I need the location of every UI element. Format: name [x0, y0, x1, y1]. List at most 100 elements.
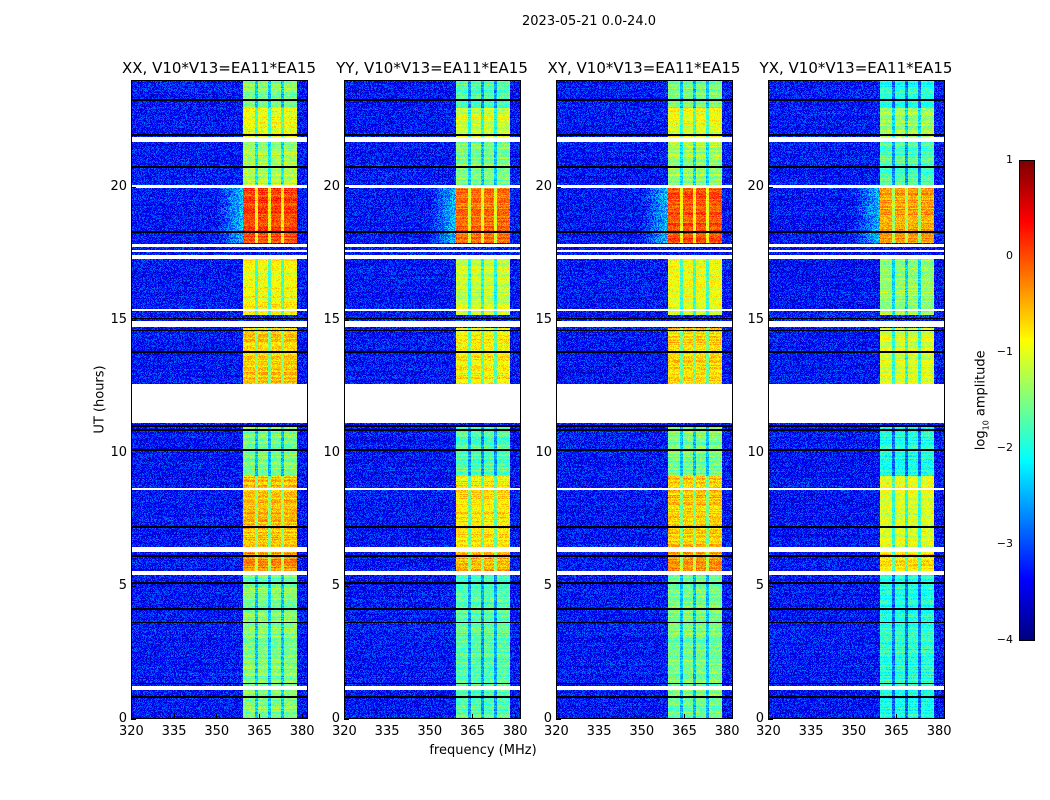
x-axis-label: frequency (MHz) [429, 743, 537, 758]
y-tick-mark [768, 719, 773, 720]
y-tick-mark [556, 452, 561, 454]
x-tick-mark [386, 714, 388, 718]
y-tick-label: 0 [118, 711, 127, 726]
x-tick-mark [514, 714, 516, 718]
x-tick-label: 320 [756, 724, 781, 739]
y-tick-mark [344, 319, 349, 321]
y-tick-label: 15 [110, 311, 127, 327]
colorbar-tick-label: −1 [996, 345, 1013, 358]
spectrogram-panel [344, 80, 521, 719]
y-tick-mark [131, 186, 136, 188]
y-tick-label: 0 [755, 711, 764, 726]
y-tick-mark [768, 452, 773, 454]
y-tick-label: 15 [535, 311, 552, 327]
y-tick-mark [556, 719, 561, 720]
y-tick-mark [131, 319, 136, 321]
y-tick-label: 5 [755, 577, 764, 593]
x-tick-label: 335 [161, 724, 187, 739]
x-tick-mark [216, 714, 218, 718]
y-tick-mark [556, 585, 561, 587]
y-tick-mark [556, 186, 561, 188]
panel-title: YY, V10*V13=EA11*EA15 [336, 59, 528, 77]
y-tick-label: 5 [331, 577, 340, 593]
y-tick-label: 0 [543, 711, 552, 726]
x-tick-mark [853, 714, 855, 718]
spectrogram-panel [131, 80, 308, 719]
panel-title: YX, V10*V13=EA11*EA15 [759, 59, 953, 77]
x-tick-mark [259, 714, 261, 718]
colorbar-tick-label: 0 [1006, 249, 1013, 262]
y-tick-mark [768, 585, 773, 587]
x-tick-label: 320 [544, 724, 569, 739]
y-tick-mark [131, 719, 136, 720]
spectrogram-panel [768, 80, 945, 719]
y-tick-mark [768, 186, 773, 188]
y-tick-label: 20 [747, 178, 764, 194]
x-tick-mark [131, 714, 132, 718]
colorbar-tick-label: 1 [1006, 153, 1013, 166]
spectrogram-image [132, 81, 307, 718]
figure-title: 2023-05-21 0.0-24.0 [522, 14, 656, 29]
colorbar-gradient [1020, 161, 1034, 640]
y-tick-label: 10 [110, 444, 127, 460]
x-tick-label: 335 [374, 724, 400, 739]
y-tick-mark [344, 452, 349, 454]
x-tick-label: 350 [204, 724, 230, 739]
x-tick-label: 380 [502, 724, 528, 739]
y-tick-mark [344, 719, 349, 720]
x-tick-label: 320 [332, 724, 357, 739]
x-tick-mark [301, 714, 303, 718]
y-tick-label: 0 [331, 711, 340, 726]
x-tick-mark [810, 714, 812, 718]
y-tick-label: 15 [323, 311, 340, 327]
x-tick-mark [768, 714, 769, 718]
x-tick-mark [344, 714, 345, 718]
y-tick-label: 15 [747, 311, 764, 327]
y-tick-label: 5 [118, 577, 127, 593]
y-tick-mark [768, 319, 773, 321]
y-tick-mark [344, 585, 349, 587]
x-tick-label: 365 [460, 724, 485, 739]
x-tick-label: 335 [798, 724, 824, 739]
colorbar [1019, 160, 1035, 641]
x-tick-label: 335 [586, 724, 612, 739]
x-tick-mark [173, 714, 175, 718]
y-tick-label: 10 [323, 444, 340, 460]
x-tick-mark [641, 714, 643, 718]
colorbar-tick-label: −4 [996, 633, 1013, 646]
x-tick-mark [429, 714, 431, 718]
y-tick-label: 10 [747, 444, 764, 460]
x-tick-label: 365 [247, 724, 272, 739]
x-tick-mark [684, 714, 686, 718]
spectrogram-panel [556, 80, 733, 719]
x-tick-mark [472, 714, 474, 718]
y-tick-label: 5 [543, 577, 552, 593]
x-tick-label: 365 [672, 724, 697, 739]
x-tick-label: 350 [629, 724, 655, 739]
y-tick-mark [344, 186, 349, 188]
x-tick-label: 350 [417, 724, 443, 739]
x-tick-label: 380 [926, 724, 952, 739]
spectrogram-image [769, 81, 944, 718]
x-tick-label: 350 [841, 724, 867, 739]
panel-title: XY, V10*V13=EA11*EA15 [547, 59, 741, 77]
y-tick-label: 20 [323, 178, 340, 194]
y-tick-label: 20 [535, 178, 552, 194]
x-tick-label: 380 [714, 724, 740, 739]
x-tick-mark [938, 714, 940, 718]
panel-title: XX, V10*V13=EA11*EA15 [121, 59, 316, 77]
x-tick-mark [726, 714, 728, 718]
x-tick-label: 380 [289, 724, 315, 739]
colorbar-tick-label: −3 [996, 537, 1013, 550]
y-tick-mark [556, 319, 561, 321]
y-tick-label: 20 [110, 178, 127, 194]
y-tick-mark [131, 452, 136, 454]
spectrogram-image [345, 81, 520, 718]
colorbar-tick-label: −2 [996, 441, 1013, 454]
x-tick-mark [598, 714, 600, 718]
x-tick-mark [896, 714, 898, 718]
x-tick-label: 320 [119, 724, 144, 739]
y-tick-label: 10 [535, 444, 552, 460]
y-tick-mark [131, 585, 136, 587]
